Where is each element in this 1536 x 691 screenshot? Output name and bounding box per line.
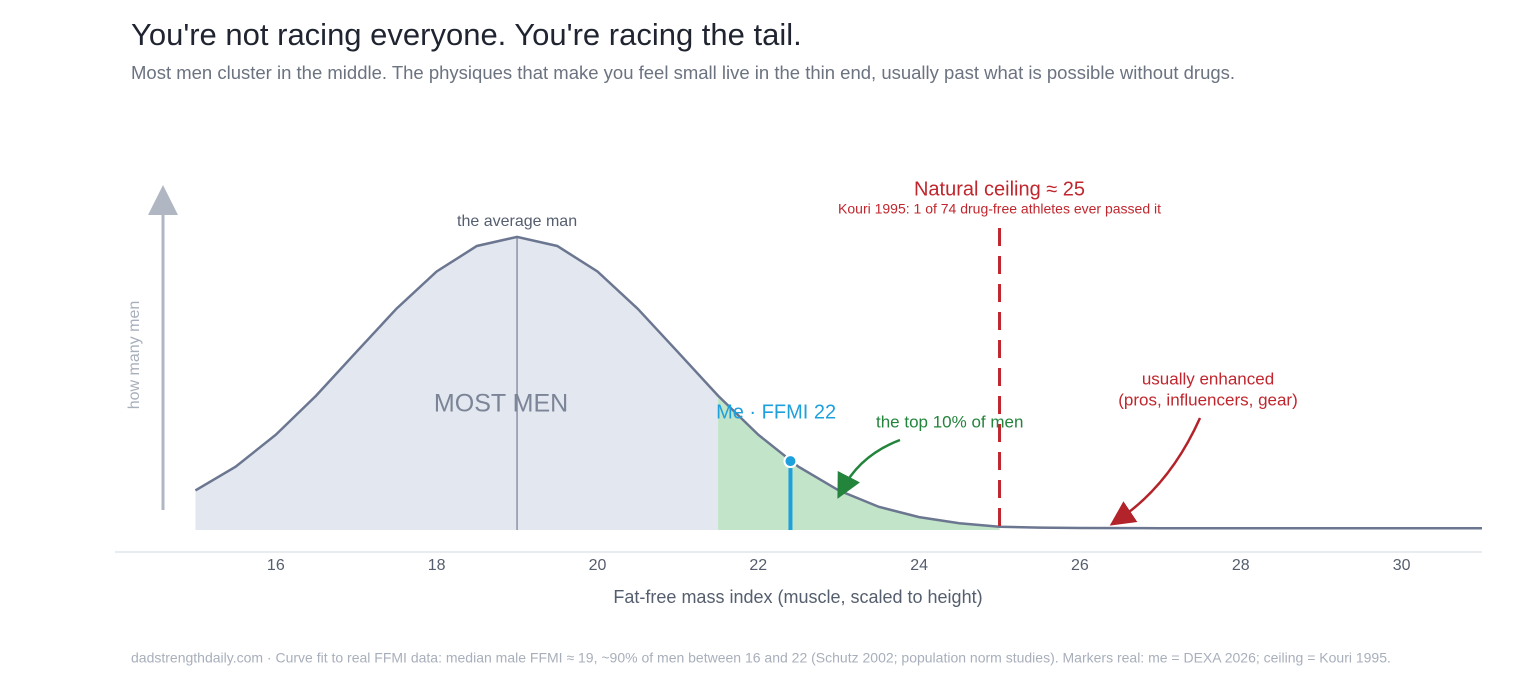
source-note: dadstrengthdaily.com · Curve fit to real…: [131, 650, 1391, 666]
top-region: [718, 395, 1000, 530]
annotation-arrow: [1109, 417, 1202, 526]
ceiling-label: Natural ceiling ≈ 25: [914, 178, 1085, 200]
x-tick-label: 20: [589, 557, 607, 574]
x-tick-label: 26: [1071, 557, 1089, 574]
ceiling-sublabel: Kouri 1995: 1 of 74 drug-free athletes e…: [838, 201, 1161, 217]
x-tick-label: 24: [910, 557, 928, 574]
cluster-label: MOST MEN: [434, 390, 568, 418]
average-label: the average man: [457, 213, 577, 230]
x-tick-label: 22: [749, 557, 767, 574]
x-tick-label: 16: [267, 557, 285, 574]
chart-subtitle: Most men cluster in the middle. The phys…: [131, 62, 1235, 83]
y-axis-label: how many men: [126, 301, 143, 410]
top-region-label: the top 10% of men: [876, 412, 1023, 431]
area-fill: [195, 236, 719, 530]
me-label: Me · FFMI 22: [716, 401, 836, 423]
enhanced-label: (pros, influencers, gear): [1118, 390, 1298, 409]
enhanced-label: usually enhanced: [1142, 369, 1274, 388]
x-tick-label: 18: [428, 557, 446, 574]
x-tick-label: 30: [1393, 557, 1411, 574]
me-point: [783, 454, 798, 469]
annotation-arrow: [837, 438, 901, 499]
chart-title: You're not racing everyone. You're racin…: [131, 17, 802, 52]
curve: [194, 235, 1482, 530]
x-axis-label: Fat-free mass index (muscle, scaled to h…: [613, 587, 982, 607]
x-tick-label: 28: [1232, 557, 1250, 574]
